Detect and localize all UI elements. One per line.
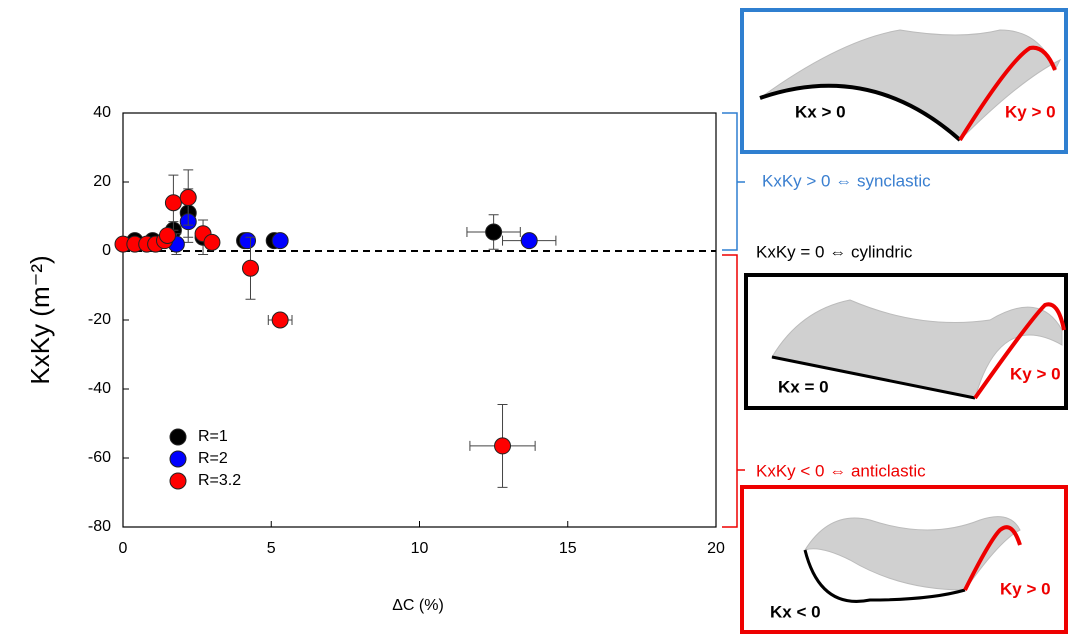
cylindric-diagram: Kx = 0 Ky > 0 <box>744 273 1068 410</box>
point <box>241 259 259 277</box>
synclastic-diagram: Kx > 0 Ky > 0 <box>740 8 1068 154</box>
x-tick-label: 0 <box>119 540 128 557</box>
point <box>158 226 176 244</box>
x-tick-label: 10 <box>411 540 429 557</box>
y-tick-label: 20 <box>93 173 111 190</box>
x-tick-label: 5 <box>267 540 276 557</box>
legend-label: R=1 <box>198 428 228 445</box>
legend-marker <box>169 428 187 446</box>
y-tick-label: -60 <box>88 449 111 466</box>
x-tick-label: 20 <box>707 540 725 557</box>
diagram-label: Ky > 0 <box>1010 364 1061 383</box>
curve <box>963 525 1022 591</box>
curve <box>759 83 962 142</box>
anticlastic-diagram: Kx < 0 Ky > 0 <box>740 485 1068 634</box>
y-tick-label: -20 <box>88 311 111 328</box>
bracket <box>722 112 745 251</box>
point <box>239 232 257 250</box>
bracket <box>722 254 745 528</box>
annotation: KxKy = 0 ⇔ cylindric <box>756 242 913 261</box>
surface <box>803 516 1021 591</box>
y-axis-label: KxKy (m⁻²) <box>25 255 55 384</box>
legend-label: R=3.2 <box>198 472 241 489</box>
diagram-label: Kx < 0 <box>770 602 821 621</box>
y-tick-label: -40 <box>88 380 111 397</box>
point <box>203 233 221 251</box>
y-tick-label: -80 <box>88 518 111 535</box>
legend-marker <box>169 450 187 468</box>
point <box>520 232 538 250</box>
x-tick-label: 15 <box>559 540 577 557</box>
diagram-label: Ky > 0 <box>1005 102 1056 121</box>
curve <box>958 45 1057 142</box>
diagram-label: Kx > 0 <box>795 102 846 121</box>
curve <box>973 302 1066 400</box>
y-tick-label: 0 <box>102 242 111 259</box>
point <box>271 311 289 329</box>
diagram-label: Ky > 0 <box>1000 579 1051 598</box>
annotation: KxKy < 0 ⇔ anticlastic <box>756 461 926 480</box>
point <box>271 232 289 250</box>
point <box>485 223 503 241</box>
legend-label: R=2 <box>198 450 228 467</box>
legend-marker <box>169 472 187 490</box>
x-axis-label: ΔC (%) <box>392 597 444 614</box>
curve <box>771 355 976 400</box>
curve <box>803 549 966 603</box>
point <box>179 189 197 207</box>
point <box>494 437 512 455</box>
diagram-label: Kx = 0 <box>778 377 829 396</box>
y-tick-label: 40 <box>93 104 111 121</box>
annotation: KxKy > 0 ⇔ synclastic <box>762 171 931 190</box>
point <box>164 194 182 212</box>
